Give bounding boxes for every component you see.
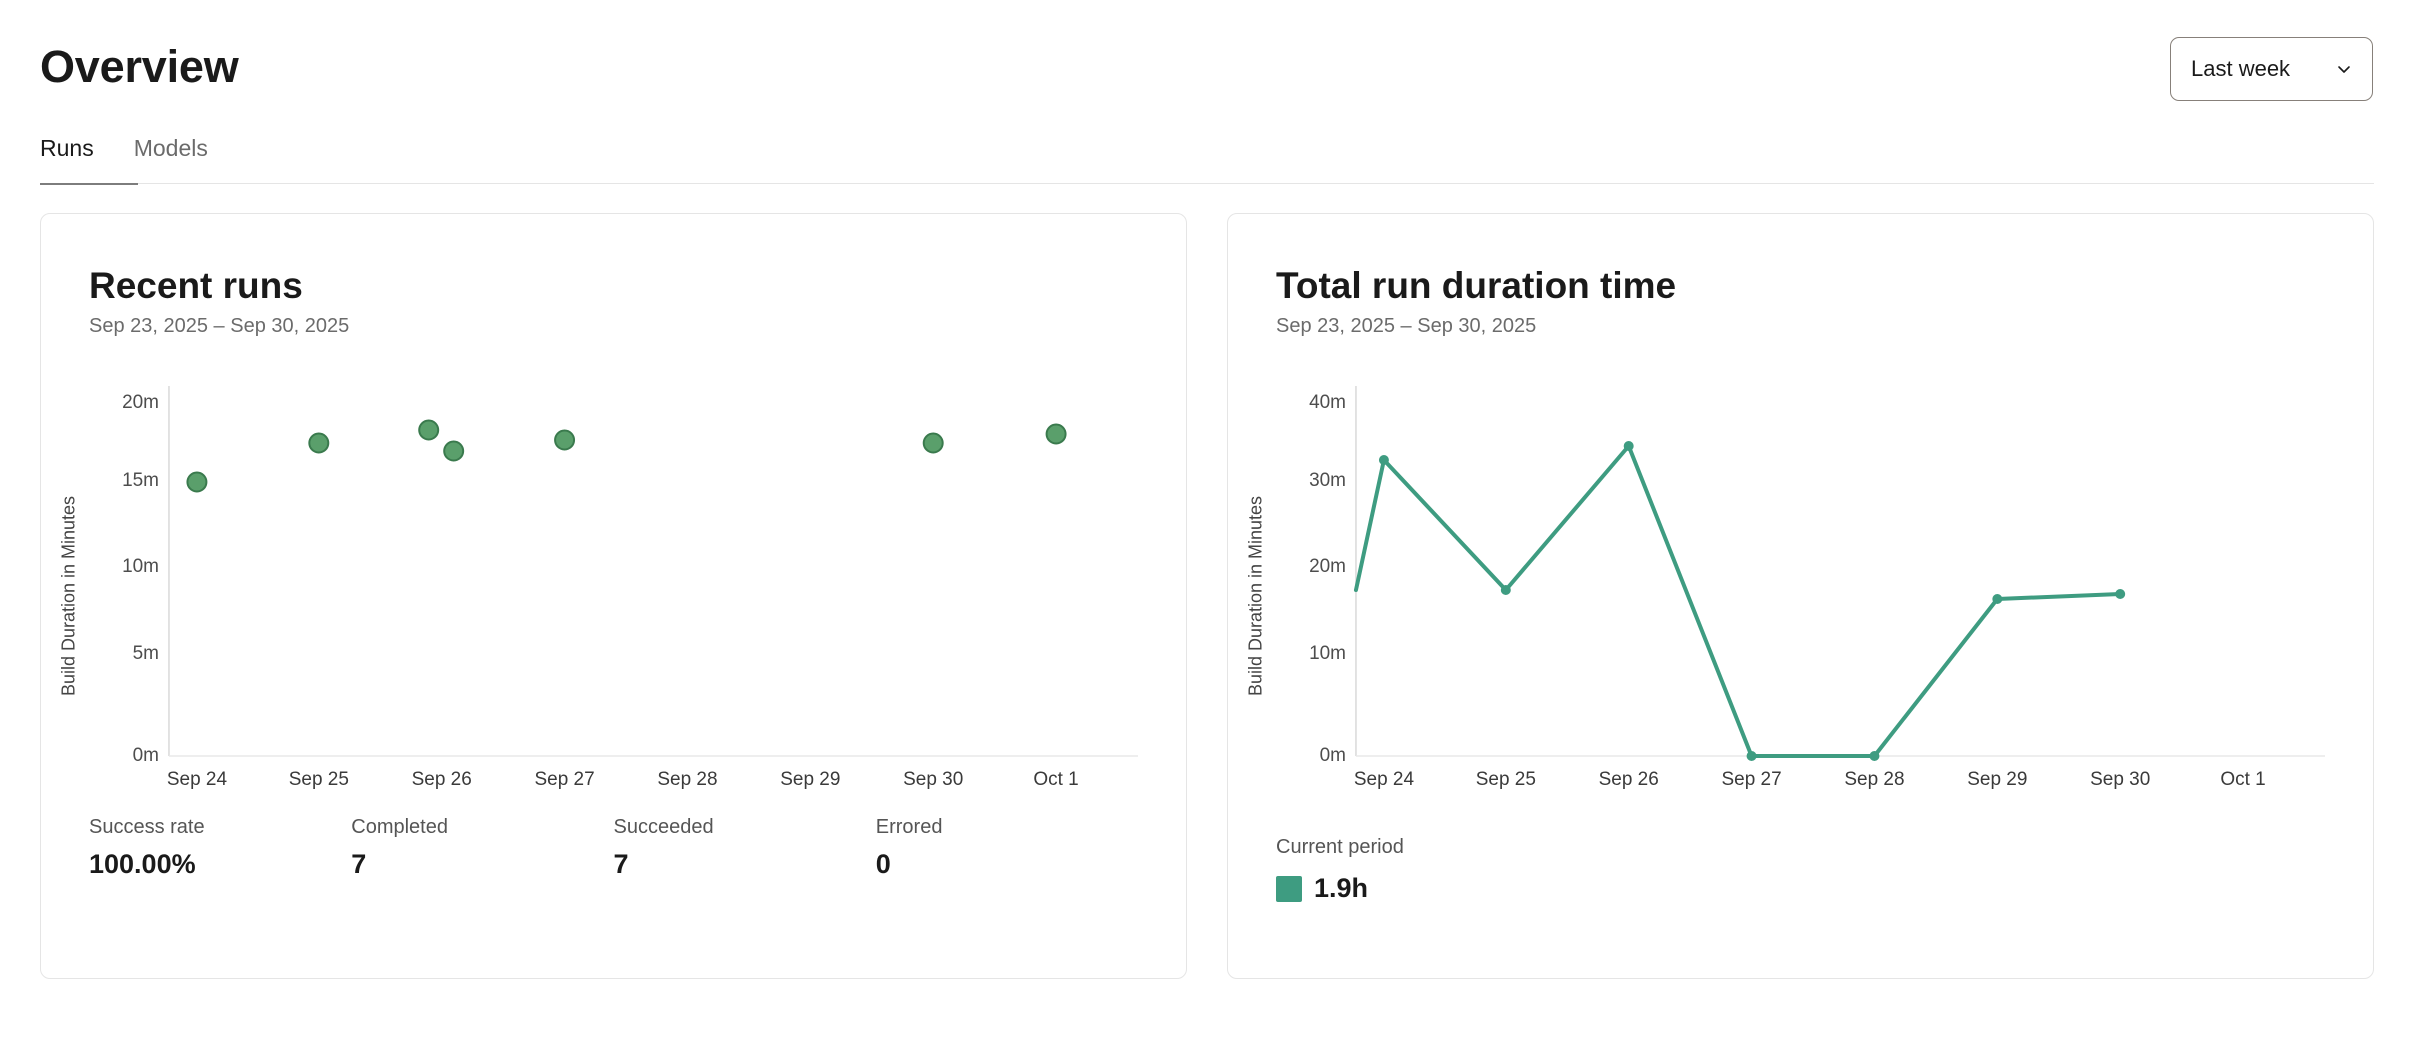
svg-text:Sep 27: Sep 27: [1721, 769, 1781, 790]
svg-text:Sep 25: Sep 25: [289, 769, 349, 790]
svg-text:40m: 40m: [1309, 392, 1346, 413]
svg-text:10m: 10m: [1309, 643, 1346, 664]
svg-text:Sep 25: Sep 25: [1476, 769, 1536, 790]
svg-text:15m: 15m: [122, 470, 159, 491]
svg-text:20m: 20m: [122, 392, 159, 413]
svg-text:Sep 24: Sep 24: [1354, 769, 1414, 790]
svg-text:0m: 0m: [1320, 745, 1346, 766]
svg-text:Sep 26: Sep 26: [412, 769, 472, 790]
svg-text:Sep 28: Sep 28: [657, 769, 717, 790]
svg-text:Sep 24: Sep 24: [167, 769, 227, 790]
svg-text:20m: 20m: [1309, 556, 1346, 577]
svg-text:Oct 1: Oct 1: [2220, 769, 2265, 790]
svg-text:10m: 10m: [122, 556, 159, 577]
svg-text:Sep 27: Sep 27: [534, 769, 594, 790]
svg-text:Oct 1: Oct 1: [1033, 769, 1078, 790]
svg-text:Sep 28: Sep 28: [1844, 769, 1904, 790]
svg-text:5m: 5m: [133, 643, 159, 664]
svg-text:0m: 0m: [133, 745, 159, 766]
svg-text:Sep 29: Sep 29: [1967, 769, 2027, 790]
svg-text:Sep 26: Sep 26: [1599, 769, 1659, 790]
svg-text:30m: 30m: [1309, 470, 1346, 491]
svg-text:Sep 30: Sep 30: [903, 769, 963, 790]
svg-text:Sep 29: Sep 29: [780, 769, 840, 790]
svg-text:Sep 30: Sep 30: [2090, 769, 2150, 790]
